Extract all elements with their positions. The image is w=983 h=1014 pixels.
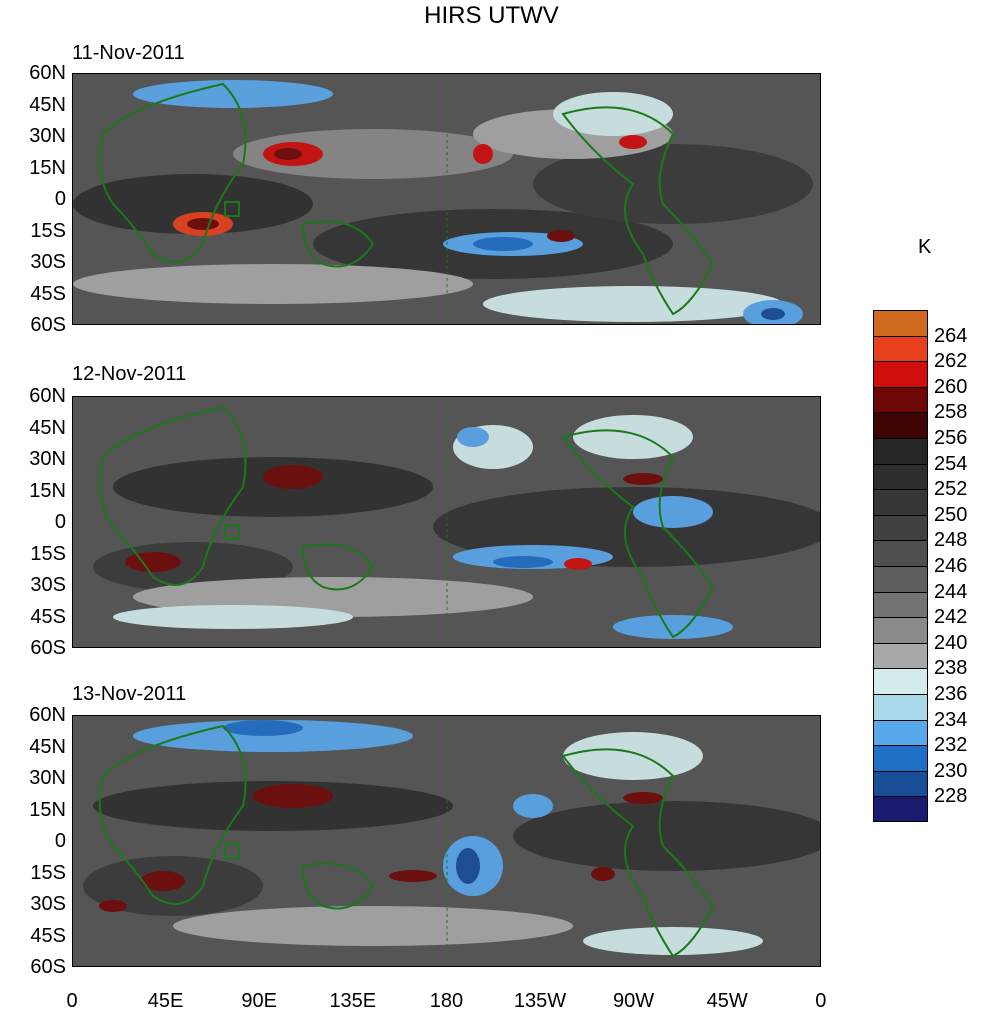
colorbar-label: 258 — [934, 401, 968, 424]
colorbar-segment — [873, 693, 928, 720]
lat-label: 45S — [30, 605, 66, 628]
colorbar-segment — [873, 310, 928, 336]
colorbar-segment — [873, 489, 928, 515]
colorbar-label: 236 — [934, 683, 968, 705]
panel-3-field — [73, 716, 820, 966]
colorbar-label: 264 — [934, 324, 968, 347]
lon-label: 90W — [613, 990, 655, 1012]
lat-label: 45S — [30, 924, 66, 947]
panel-3-date: 13-Nov-2011 — [72, 683, 187, 705]
colorbar-label: 260 — [934, 375, 968, 398]
lat-label: 45N — [29, 93, 66, 116]
lon-label: 135W — [513, 990, 567, 1012]
lat-label: 15N — [29, 798, 66, 821]
lat-label: 0 — [54, 511, 66, 533]
figure-title: HIRS UTWV — [424, 2, 559, 29]
colorbar-label: 248 — [934, 529, 968, 552]
colorbar-segment — [873, 335, 928, 362]
lat-label: 30N — [29, 125, 66, 147]
panel-1-map[interactable] — [72, 73, 821, 325]
lon-label: 45W — [706, 990, 748, 1012]
colorbar-segment — [873, 770, 928, 797]
lon-label: 0 — [66, 990, 78, 1012]
lat-label: 30N — [29, 448, 66, 470]
colorbar-label: 234 — [934, 708, 968, 731]
colorbar-label: 230 — [934, 759, 968, 782]
lat-label: 45N — [29, 416, 66, 439]
colorbar-segment — [873, 412, 928, 438]
lat-label: 30N — [29, 767, 66, 789]
lat-label: 60S — [30, 637, 66, 659]
colorbar-segment — [873, 540, 928, 566]
lat-label: 15S — [30, 219, 66, 242]
lat-label: 30S — [30, 574, 66, 596]
panel-1-field — [73, 74, 820, 324]
lon-label: 180 — [429, 990, 464, 1012]
lat-label: 15N — [29, 479, 66, 502]
colorbar-label: 240 — [934, 631, 968, 654]
lat-label: 60S — [30, 314, 66, 336]
colorbar-segment — [873, 642, 928, 669]
panel-2-date: 12-Nov-2011 — [72, 363, 187, 385]
units-label: K — [918, 236, 932, 258]
colorbar-label: 246 — [934, 555, 968, 577]
colorbar-segment — [873, 386, 928, 413]
colorbar-label: 232 — [934, 734, 968, 757]
colorbar — [873, 310, 928, 822]
colorbar-segment — [873, 463, 928, 490]
lon-label: 135E — [329, 990, 377, 1012]
lat-label: 45N — [29, 735, 66, 758]
colorbar-label: 228 — [934, 785, 968, 808]
colorbar-label: 244 — [934, 580, 968, 603]
lat-label: 15S — [30, 861, 66, 884]
lat-label: 60N — [29, 385, 66, 407]
colorbar-segment — [873, 668, 928, 694]
colorbar-label: 262 — [934, 350, 968, 373]
lon-label: 90E — [241, 990, 277, 1012]
lat-label: 30S — [30, 251, 66, 273]
colorbar-label: 242 — [934, 606, 968, 629]
colorbar-segment — [873, 514, 928, 541]
lat-label: 15N — [29, 156, 66, 179]
lat-label: 15S — [30, 542, 66, 565]
panel-2-field — [73, 397, 820, 647]
colorbar-label: 252 — [934, 478, 968, 501]
colorbar-label: 250 — [934, 503, 968, 526]
colorbar-label: 254 — [934, 452, 968, 475]
colorbar-segment — [873, 591, 928, 618]
colorbar-segment — [873, 745, 928, 771]
colorbar-segment — [873, 617, 928, 643]
lon-label: 0 — [815, 990, 827, 1012]
panel-2-map[interactable] — [72, 396, 821, 648]
colorbar-segment — [873, 437, 928, 464]
colorbar-segment — [873, 361, 928, 387]
panel-3-map[interactable] — [72, 715, 821, 967]
lat-label: 30S — [30, 893, 66, 915]
colorbar-segment — [873, 796, 928, 822]
lat-label: 0 — [54, 188, 66, 210]
colorbar-segment — [873, 719, 928, 746]
colorbar-label: 256 — [934, 427, 968, 449]
lat-label: 60S — [30, 956, 66, 978]
lat-label: 60N — [29, 704, 66, 726]
colorbar-label: 238 — [934, 657, 968, 680]
lon-label: 45E — [147, 990, 184, 1012]
lat-label: 60N — [29, 62, 66, 84]
colorbar-segment — [873, 565, 928, 592]
lat-label: 45S — [30, 282, 66, 305]
panel-1-date: 11-Nov-2011 — [72, 42, 185, 64]
lat-label: 0 — [54, 830, 66, 852]
